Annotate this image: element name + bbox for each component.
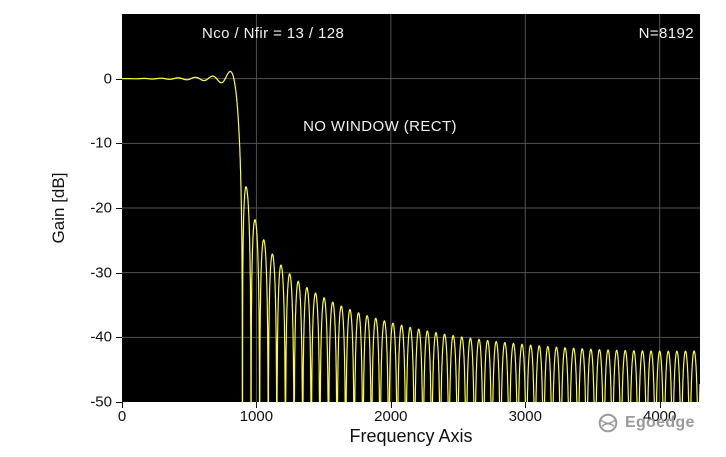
y-axis-label: Gain [dB] [49, 172, 68, 244]
annotation-fft-size: N=8192 [638, 25, 694, 42]
y-tick-label: -40 [90, 328, 112, 346]
x-tick-label: 1000 [239, 408, 274, 425]
x-tick-label: 2000 [374, 408, 408, 425]
x-axis-tick [525, 402, 527, 408]
plot-area: Nco / Nfir = 13 / 128 N=8192 NO WINDOW (… [122, 14, 700, 402]
frequency-response-curve [122, 70, 700, 402]
y-tick-label: -50 [90, 393, 112, 411]
y-axis-tick [116, 402, 122, 403]
y-tick-label: -30 [90, 264, 112, 282]
y-tick-label: 0 [103, 70, 112, 88]
x-axis-tick [390, 402, 392, 408]
x-tick-label: 3000 [508, 408, 542, 425]
egoedge-logo-icon [598, 413, 618, 433]
x-axis-label: Frequency Axis [349, 426, 473, 446]
gain-curve [122, 70, 700, 402]
y-tick-label: -10 [90, 134, 112, 152]
x-axis-tick [256, 402, 258, 408]
annotation-window-type: NO WINDOW (RECT) [303, 118, 457, 135]
x-axis-tick [122, 402, 123, 408]
grid-lines [122, 14, 700, 402]
watermark-text: Egoedge [625, 414, 695, 431]
x-axis-tick [659, 402, 661, 408]
watermark: Egoedge [597, 412, 695, 434]
x-tick-label: 0 [117, 408, 127, 425]
annotation-nco-nfir: Nco / Nfir = 13 / 128 [202, 25, 345, 42]
